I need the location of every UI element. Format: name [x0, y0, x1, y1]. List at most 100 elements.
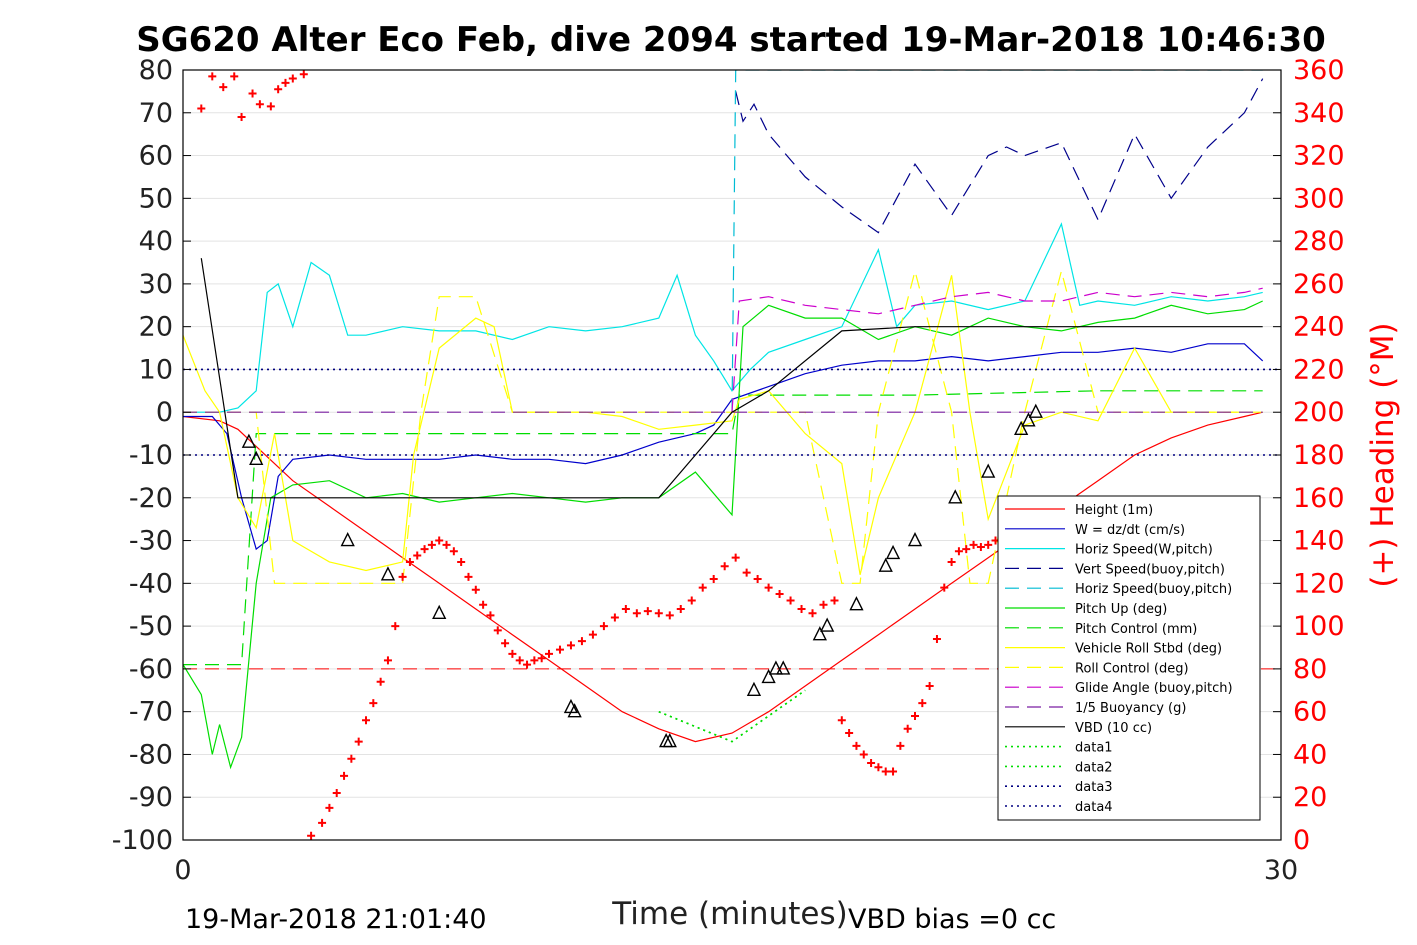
heading-point — [665, 611, 674, 620]
heading-point — [837, 716, 846, 725]
heading-point — [654, 609, 663, 618]
triangle-marker — [746, 681, 762, 696]
legend-label-14: data2 — [1075, 760, 1113, 775]
right-axis-ticks: 0 20 40 60 80 100 120 140 160 180 200 220 240 260 280 3… — [1273, 55, 1345, 856]
left-tick-label: -90 — [129, 782, 173, 813]
heading-point — [515, 656, 524, 665]
heading-point — [274, 85, 283, 94]
heading-point — [354, 737, 363, 746]
right-tick-label: 100 — [1293, 611, 1345, 642]
heading-point — [471, 585, 480, 594]
legend-label-4: Vert Speed(buoy,pitch) — [1075, 562, 1225, 577]
right-axis-label: (+) Heading (°M) — [1365, 322, 1401, 587]
legend-label-2: W = dz/dt (cm/s) — [1075, 523, 1185, 538]
heading-point — [299, 70, 308, 79]
heading-point — [219, 83, 228, 92]
triangle-marker — [761, 668, 776, 684]
right-tick-label: 300 — [1293, 183, 1345, 214]
heading-point — [845, 729, 854, 738]
heading-point — [398, 572, 407, 581]
legend-label-10: Glide Angle (buoy,pitch) — [1075, 681, 1233, 696]
right-tick-label: 280 — [1293, 226, 1345, 257]
footer-timestamp: 19-Mar-2018 21:01:40 — [185, 904, 487, 935]
legend-label-12: VBD (10 cc) — [1075, 721, 1152, 736]
heading-point — [830, 596, 839, 605]
x-tick-label: 0 — [174, 855, 191, 886]
x-tick-label: 30 — [1264, 855, 1298, 886]
heading-point — [742, 568, 751, 577]
triangle-marker — [948, 489, 963, 504]
legend-label-3: Horiz Speed(W,pitch) — [1075, 543, 1213, 558]
heading-point — [537, 654, 546, 663]
triangle-marker — [768, 660, 784, 675]
legend-label-1: Height (1m) — [1075, 503, 1153, 518]
heading-point — [610, 613, 619, 622]
left-tick-label: 40 — [139, 226, 173, 257]
heading-point — [918, 699, 927, 708]
heading-point — [457, 557, 466, 566]
heading-point — [588, 630, 597, 639]
left-tick-label: 0 — [156, 397, 173, 428]
triangle-marker — [380, 566, 396, 581]
left-tick-label: 50 — [139, 183, 173, 214]
heading-point — [896, 741, 905, 750]
left-tick-label: -60 — [129, 654, 173, 685]
right-tick-label: 140 — [1293, 526, 1345, 557]
triangle-marker — [249, 450, 264, 465]
legend-label-15: data3 — [1075, 780, 1113, 795]
series-line-3 — [183, 222, 1263, 413]
heading-point — [643, 607, 652, 616]
heading-point — [969, 540, 978, 549]
right-tick-label: 180 — [1293, 440, 1345, 471]
legend-label-5: Horiz Speed(buoy,pitch) — [1075, 582, 1232, 597]
heading-point — [753, 575, 762, 584]
right-tick-label: 40 — [1293, 739, 1327, 770]
heading-point — [281, 78, 290, 87]
left-axis-ticks: -100-90-80-70-60-50-40-30-20-10010203040… — [112, 55, 191, 856]
heading-point — [786, 596, 795, 605]
heading-point — [819, 600, 828, 609]
heading-point — [925, 682, 934, 690]
heading-point — [555, 645, 564, 654]
series-line-1 — [183, 411, 1263, 743]
right-tick-label: 360 — [1293, 55, 1345, 86]
series-line-10 — [731, 287, 1263, 413]
heading-point — [325, 803, 334, 812]
left-tick-label: -10 — [129, 440, 173, 471]
heading-point — [486, 611, 495, 620]
heading-point — [493, 626, 502, 635]
left-tick-label: -40 — [129, 568, 173, 599]
right-tick-label: 120 — [1293, 568, 1345, 599]
right-tick-label: 220 — [1293, 354, 1345, 385]
right-tick-label: 340 — [1293, 98, 1345, 129]
heading-point — [545, 649, 553, 658]
heading-point — [376, 677, 385, 686]
right-tick-label: 60 — [1293, 697, 1327, 728]
heading-point — [420, 545, 429, 554]
triangle-marker — [981, 463, 996, 478]
triangle-markers — [241, 403, 1043, 748]
left-tick-label: 70 — [139, 98, 173, 129]
heading-point — [530, 656, 539, 665]
heading-point — [566, 641, 575, 650]
legend-label-11: 1/5 Buoyancy (g) — [1075, 701, 1186, 716]
right-tick-label: 320 — [1293, 141, 1345, 172]
series-line-8 — [183, 275, 1263, 575]
heading-point — [340, 771, 349, 780]
heading-point — [208, 72, 217, 81]
heading-point — [332, 788, 341, 797]
heading-point — [687, 596, 696, 605]
triangle-marker — [820, 617, 835, 632]
heading-point — [731, 553, 740, 562]
heading-point — [318, 818, 327, 827]
left-tick-label: -50 — [129, 611, 173, 642]
heading-point — [852, 741, 861, 750]
heading-point — [911, 711, 919, 720]
heading-point — [676, 605, 685, 613]
heading-point — [197, 104, 206, 113]
legend-label-9: Roll Control (deg) — [1075, 661, 1189, 676]
triangle-marker — [241, 433, 257, 448]
triangle-marker — [849, 596, 864, 611]
x-axis-ticks: 0 30 — [174, 855, 1298, 886]
triangle-marker — [878, 557, 893, 572]
